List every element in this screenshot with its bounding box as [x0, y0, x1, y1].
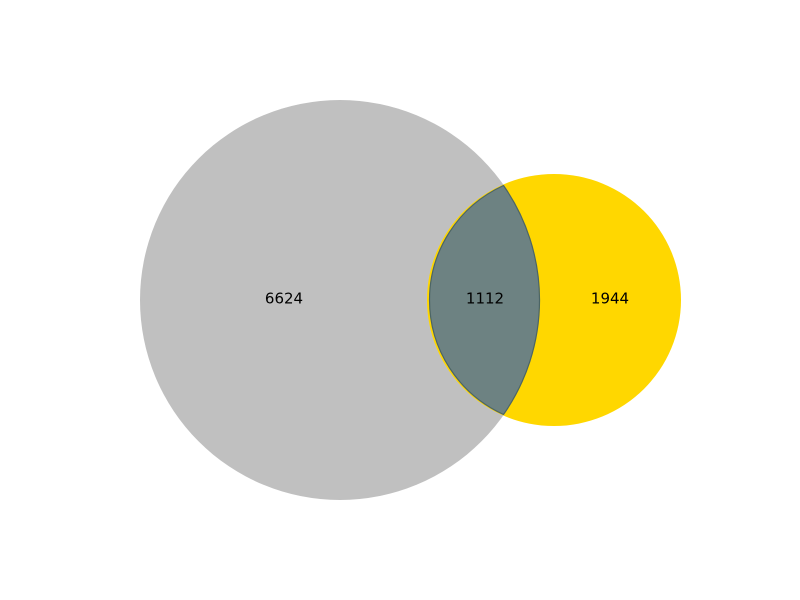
intersection-count: 1112 [466, 290, 504, 308]
right-only-count: 1944 [591, 290, 629, 308]
left-only-count: 6624 [265, 290, 303, 308]
left-set-circle [140, 100, 540, 500]
intersection-region [428, 184, 541, 416]
